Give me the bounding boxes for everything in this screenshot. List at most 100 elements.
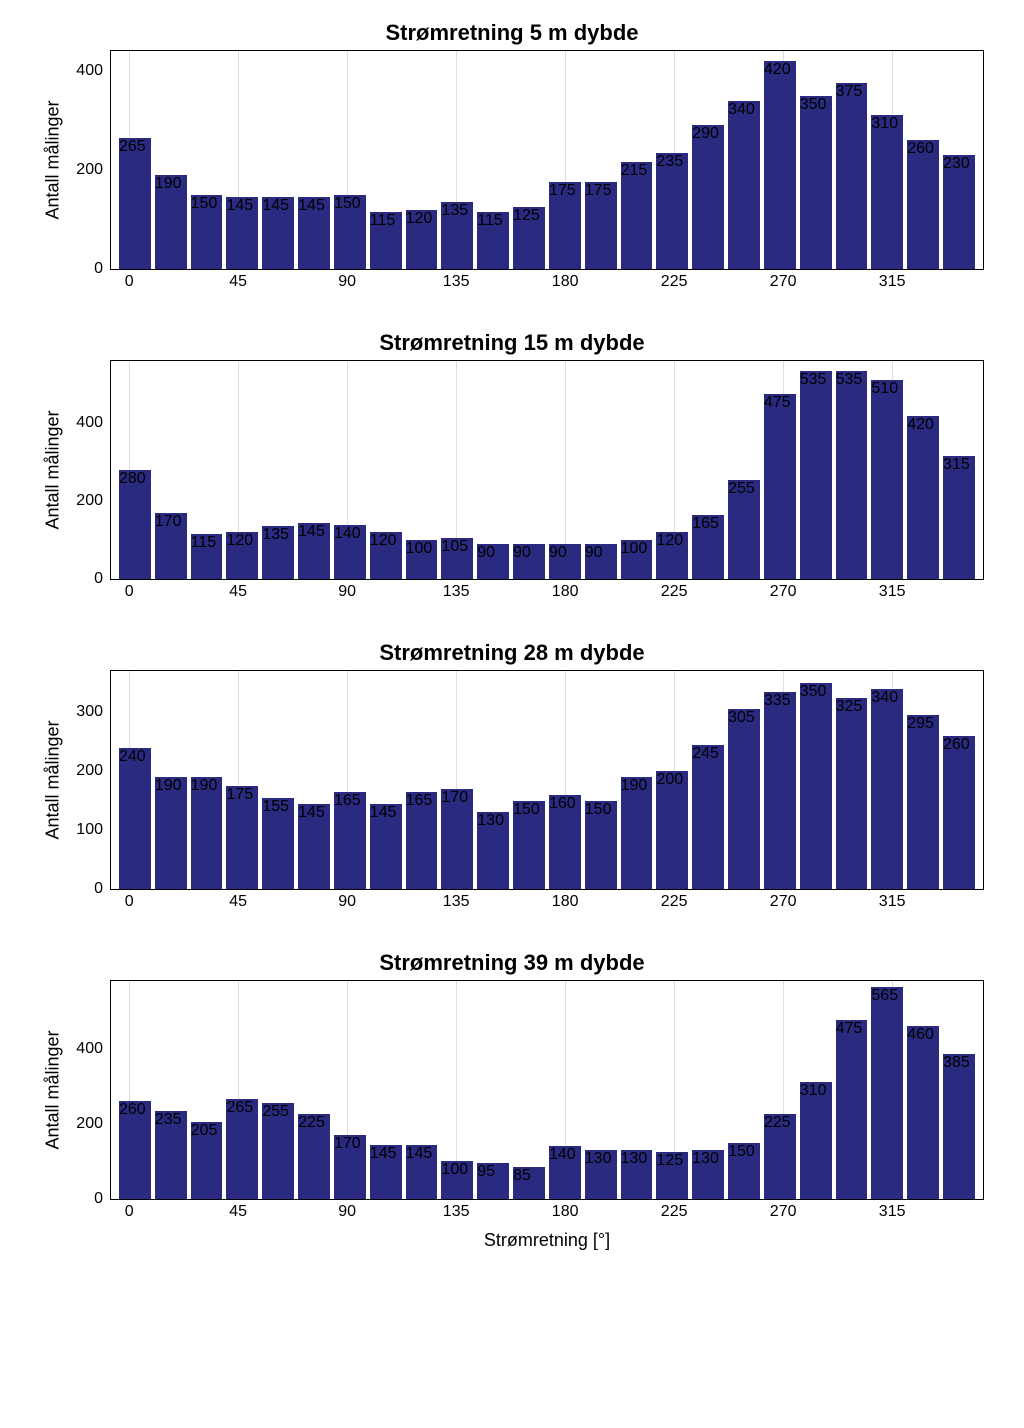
- bars-group: 2801701151201351451401201001059090909010…: [111, 361, 983, 579]
- plot-wrap: 2651901501451451451501151201351151251751…: [110, 50, 984, 270]
- charts-container: Strømretning 5 m dybde265190150145145145…: [30, 20, 994, 1251]
- bar: 145: [406, 1145, 438, 1200]
- bar: 115: [370, 212, 402, 269]
- bar: 535: [836, 371, 868, 579]
- chart-title: Strømretning 15 m dybde: [30, 330, 994, 356]
- bar: 150: [513, 801, 545, 889]
- bar: 475: [836, 1020, 868, 1199]
- bar: 145: [226, 197, 258, 269]
- bar: 280: [119, 470, 151, 579]
- bar: 175: [226, 786, 258, 889]
- bar: 260: [907, 140, 939, 269]
- x-tick-label: 270: [770, 893, 797, 911]
- bar: 165: [406, 792, 438, 889]
- plot-area: 2401901901751551451651451651701301501601…: [110, 670, 984, 890]
- y-tick-label: 200: [76, 762, 103, 780]
- bar: 130: [477, 812, 509, 889]
- x-tick-label: 135: [443, 583, 470, 601]
- bar: 255: [262, 1103, 294, 1199]
- bar: 130: [621, 1150, 653, 1199]
- bar: 140: [334, 525, 366, 580]
- bar: 350: [800, 683, 832, 889]
- chart-panel-depth28: Strømretning 28 m dybde24019019017515514…: [30, 640, 994, 890]
- x-axis-label: Strømretning [°]: [110, 1230, 984, 1251]
- plot-area: 2651901501451451451501151201351151251751…: [110, 50, 984, 270]
- bar: 120: [406, 210, 438, 269]
- x-tick-label: 0: [125, 273, 134, 291]
- bars-group: 2401901901751551451651451651701301501601…: [111, 671, 983, 889]
- bar: 310: [800, 1082, 832, 1199]
- chart-title: Strømretning 5 m dybde: [30, 20, 994, 46]
- bar: 340: [728, 101, 760, 269]
- bar: 100: [441, 1161, 473, 1199]
- bar: 350: [800, 96, 832, 269]
- bar: 340: [871, 689, 903, 889]
- chart-title: Strømretning 39 m dybde: [30, 950, 994, 976]
- bar: 125: [656, 1152, 688, 1199]
- bar: 170: [334, 1135, 366, 1199]
- x-tick-label: 270: [770, 1203, 797, 1221]
- y-tick-label: 400: [76, 62, 103, 80]
- x-axis: 04590135180225270315: [111, 273, 983, 293]
- y-tick-label: 0: [94, 570, 103, 588]
- x-tick-label: 90: [338, 583, 356, 601]
- bar: 225: [764, 1114, 796, 1199]
- bar: 145: [298, 804, 330, 889]
- x-axis: 04590135180225270315: [111, 583, 983, 603]
- bar: 255: [728, 480, 760, 579]
- x-tick-label: 180: [552, 583, 579, 601]
- bar: 135: [262, 526, 294, 579]
- bar: 190: [191, 777, 223, 889]
- bar: 90: [477, 544, 509, 579]
- bar: 335: [764, 692, 796, 889]
- x-axis: 04590135180225270315: [111, 893, 983, 913]
- bar: 235: [656, 153, 688, 269]
- x-tick-label: 315: [879, 1203, 906, 1221]
- bar: 265: [119, 138, 151, 269]
- bar: 125: [513, 207, 545, 269]
- bar: 235: [155, 1111, 187, 1199]
- plot-wrap: 2801701151201351451401201001059090909010…: [110, 360, 984, 580]
- x-tick-label: 315: [879, 273, 906, 291]
- x-tick-label: 90: [338, 1203, 356, 1221]
- bar: 245: [692, 745, 724, 889]
- bar: 565: [871, 987, 903, 1199]
- x-tick-label: 45: [229, 1203, 247, 1221]
- bar: 85: [513, 1167, 545, 1199]
- bar: 105: [441, 538, 473, 579]
- bar: 385: [943, 1054, 975, 1199]
- bar: 155: [262, 798, 294, 889]
- x-tick-label: 180: [552, 1203, 579, 1221]
- bar: 170: [155, 513, 187, 579]
- bar: 310: [871, 115, 903, 269]
- chart-panel-depth39: Strømretning 39 m dybde26023520526525522…: [30, 950, 994, 1251]
- x-tick-label: 0: [125, 893, 134, 911]
- bar: 150: [585, 801, 617, 889]
- bar: 115: [191, 534, 223, 579]
- bars-group: 2651901501451451451501151201351151251751…: [111, 51, 983, 269]
- bar: 240: [119, 748, 151, 889]
- bar: 150: [728, 1143, 760, 1199]
- x-tick-label: 0: [125, 1203, 134, 1221]
- bar: 265: [226, 1099, 258, 1199]
- bar: 165: [692, 515, 724, 579]
- bar: 150: [191, 195, 223, 269]
- bar: 120: [226, 532, 258, 579]
- bar: 115: [477, 212, 509, 269]
- y-axis-label: Antall målinger: [43, 410, 64, 529]
- x-tick-label: 0: [125, 583, 134, 601]
- chart-panel-depth15: Strømretning 15 m dybde28017011512013514…: [30, 330, 994, 580]
- bar: 145: [370, 1145, 402, 1200]
- x-tick-label: 135: [443, 273, 470, 291]
- bar: 145: [298, 523, 330, 579]
- x-tick-label: 45: [229, 893, 247, 911]
- x-tick-label: 180: [552, 893, 579, 911]
- bar: 215: [621, 162, 653, 269]
- y-axis-label: Antall målinger: [43, 1030, 64, 1149]
- plot-wrap: 2401901901751551451651451651701301501601…: [110, 670, 984, 890]
- bar: 130: [585, 1150, 617, 1199]
- y-tick-label: 200: [76, 492, 103, 510]
- bar: 90: [585, 544, 617, 579]
- y-tick-label: 200: [76, 1115, 103, 1133]
- bar: 225: [298, 1114, 330, 1199]
